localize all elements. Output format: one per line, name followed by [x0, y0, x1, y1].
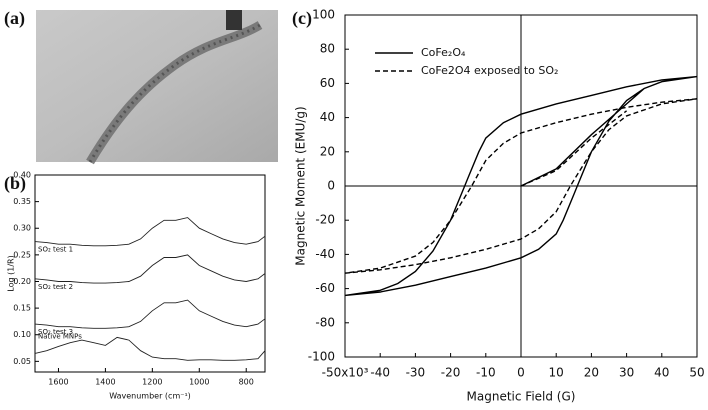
x-axis-label: Magnetic Field (G)	[467, 390, 576, 404]
y-tick-label: 100	[312, 8, 335, 22]
x-axis-label: Wavenumber (cm⁻¹)	[109, 392, 191, 401]
x-tick-label: 40	[654, 366, 669, 380]
x-tick-label: 1000	[189, 378, 209, 387]
x-tick-label: 30	[619, 366, 634, 380]
y-tick-label: 0.30	[13, 224, 31, 233]
panel-label: (a)	[4, 8, 25, 29]
series-line	[34, 254, 266, 284]
y-tick-label: 0.05	[13, 357, 31, 366]
series-line	[34, 217, 266, 247]
y-tick-label: -20	[315, 213, 335, 227]
series-line	[34, 299, 266, 329]
x-tick-label: 800	[239, 378, 254, 387]
y-tick-label: 0.35	[13, 197, 31, 206]
x-tick-label: 1600	[48, 378, 68, 387]
x-tick-label: 10	[549, 366, 564, 380]
x-tick-label: 50	[689, 366, 704, 380]
y-tick-label: -80	[315, 315, 335, 329]
x-tick-label: 1200	[142, 378, 162, 387]
y-tick-label: 0.10	[13, 330, 31, 339]
y-axis-label: Log (1/R)	[7, 255, 16, 291]
series-line	[344, 98, 698, 274]
series-annotation: Native MNPs	[38, 333, 82, 341]
y-axis-label: Magnetic Moment (EMU/g)	[294, 106, 308, 265]
y-tick-label: 0.25	[13, 250, 31, 259]
x-tick-label: -40	[370, 366, 390, 380]
tem-image	[36, 10, 278, 165]
y-tick-label: 0.40	[13, 171, 31, 180]
x-tick-label: -10	[476, 366, 496, 380]
y-tick-label: 0.15	[13, 304, 31, 313]
y-tick-label: 0	[327, 179, 335, 193]
panel-label: (c)	[292, 8, 312, 29]
x-tick-label: 1400	[95, 378, 115, 387]
series-annotation: SO₂ test 2	[38, 283, 73, 291]
y-tick-label: -60	[315, 281, 335, 295]
x-tick-label: 20	[584, 366, 599, 380]
x-tick-label: -50x10³	[322, 366, 369, 380]
y-tick-label: 0.20	[13, 277, 31, 286]
y-tick-label: 20	[320, 144, 335, 158]
y-tick-label: 60	[320, 76, 335, 90]
y-tick-label: -40	[315, 247, 335, 261]
y-tick-label: 80	[320, 42, 335, 56]
x-tick-label: -30	[406, 366, 426, 380]
series-line	[34, 336, 266, 361]
y-tick-label: -100	[308, 350, 335, 364]
x-tick-label: -20	[441, 366, 461, 380]
legend-label: CoFe₂O₄	[421, 46, 466, 59]
y-tick-label: 40	[320, 110, 335, 124]
series-line	[344, 75, 698, 297]
panel-label: (b)	[4, 173, 26, 194]
legend-label: CoFe2O4 exposed to SO₂	[421, 64, 558, 77]
series-annotation: SO₂ test 1	[38, 246, 73, 254]
x-tick-label: 0	[517, 366, 525, 380]
series-annotation: SO₂ test 3	[38, 328, 73, 336]
